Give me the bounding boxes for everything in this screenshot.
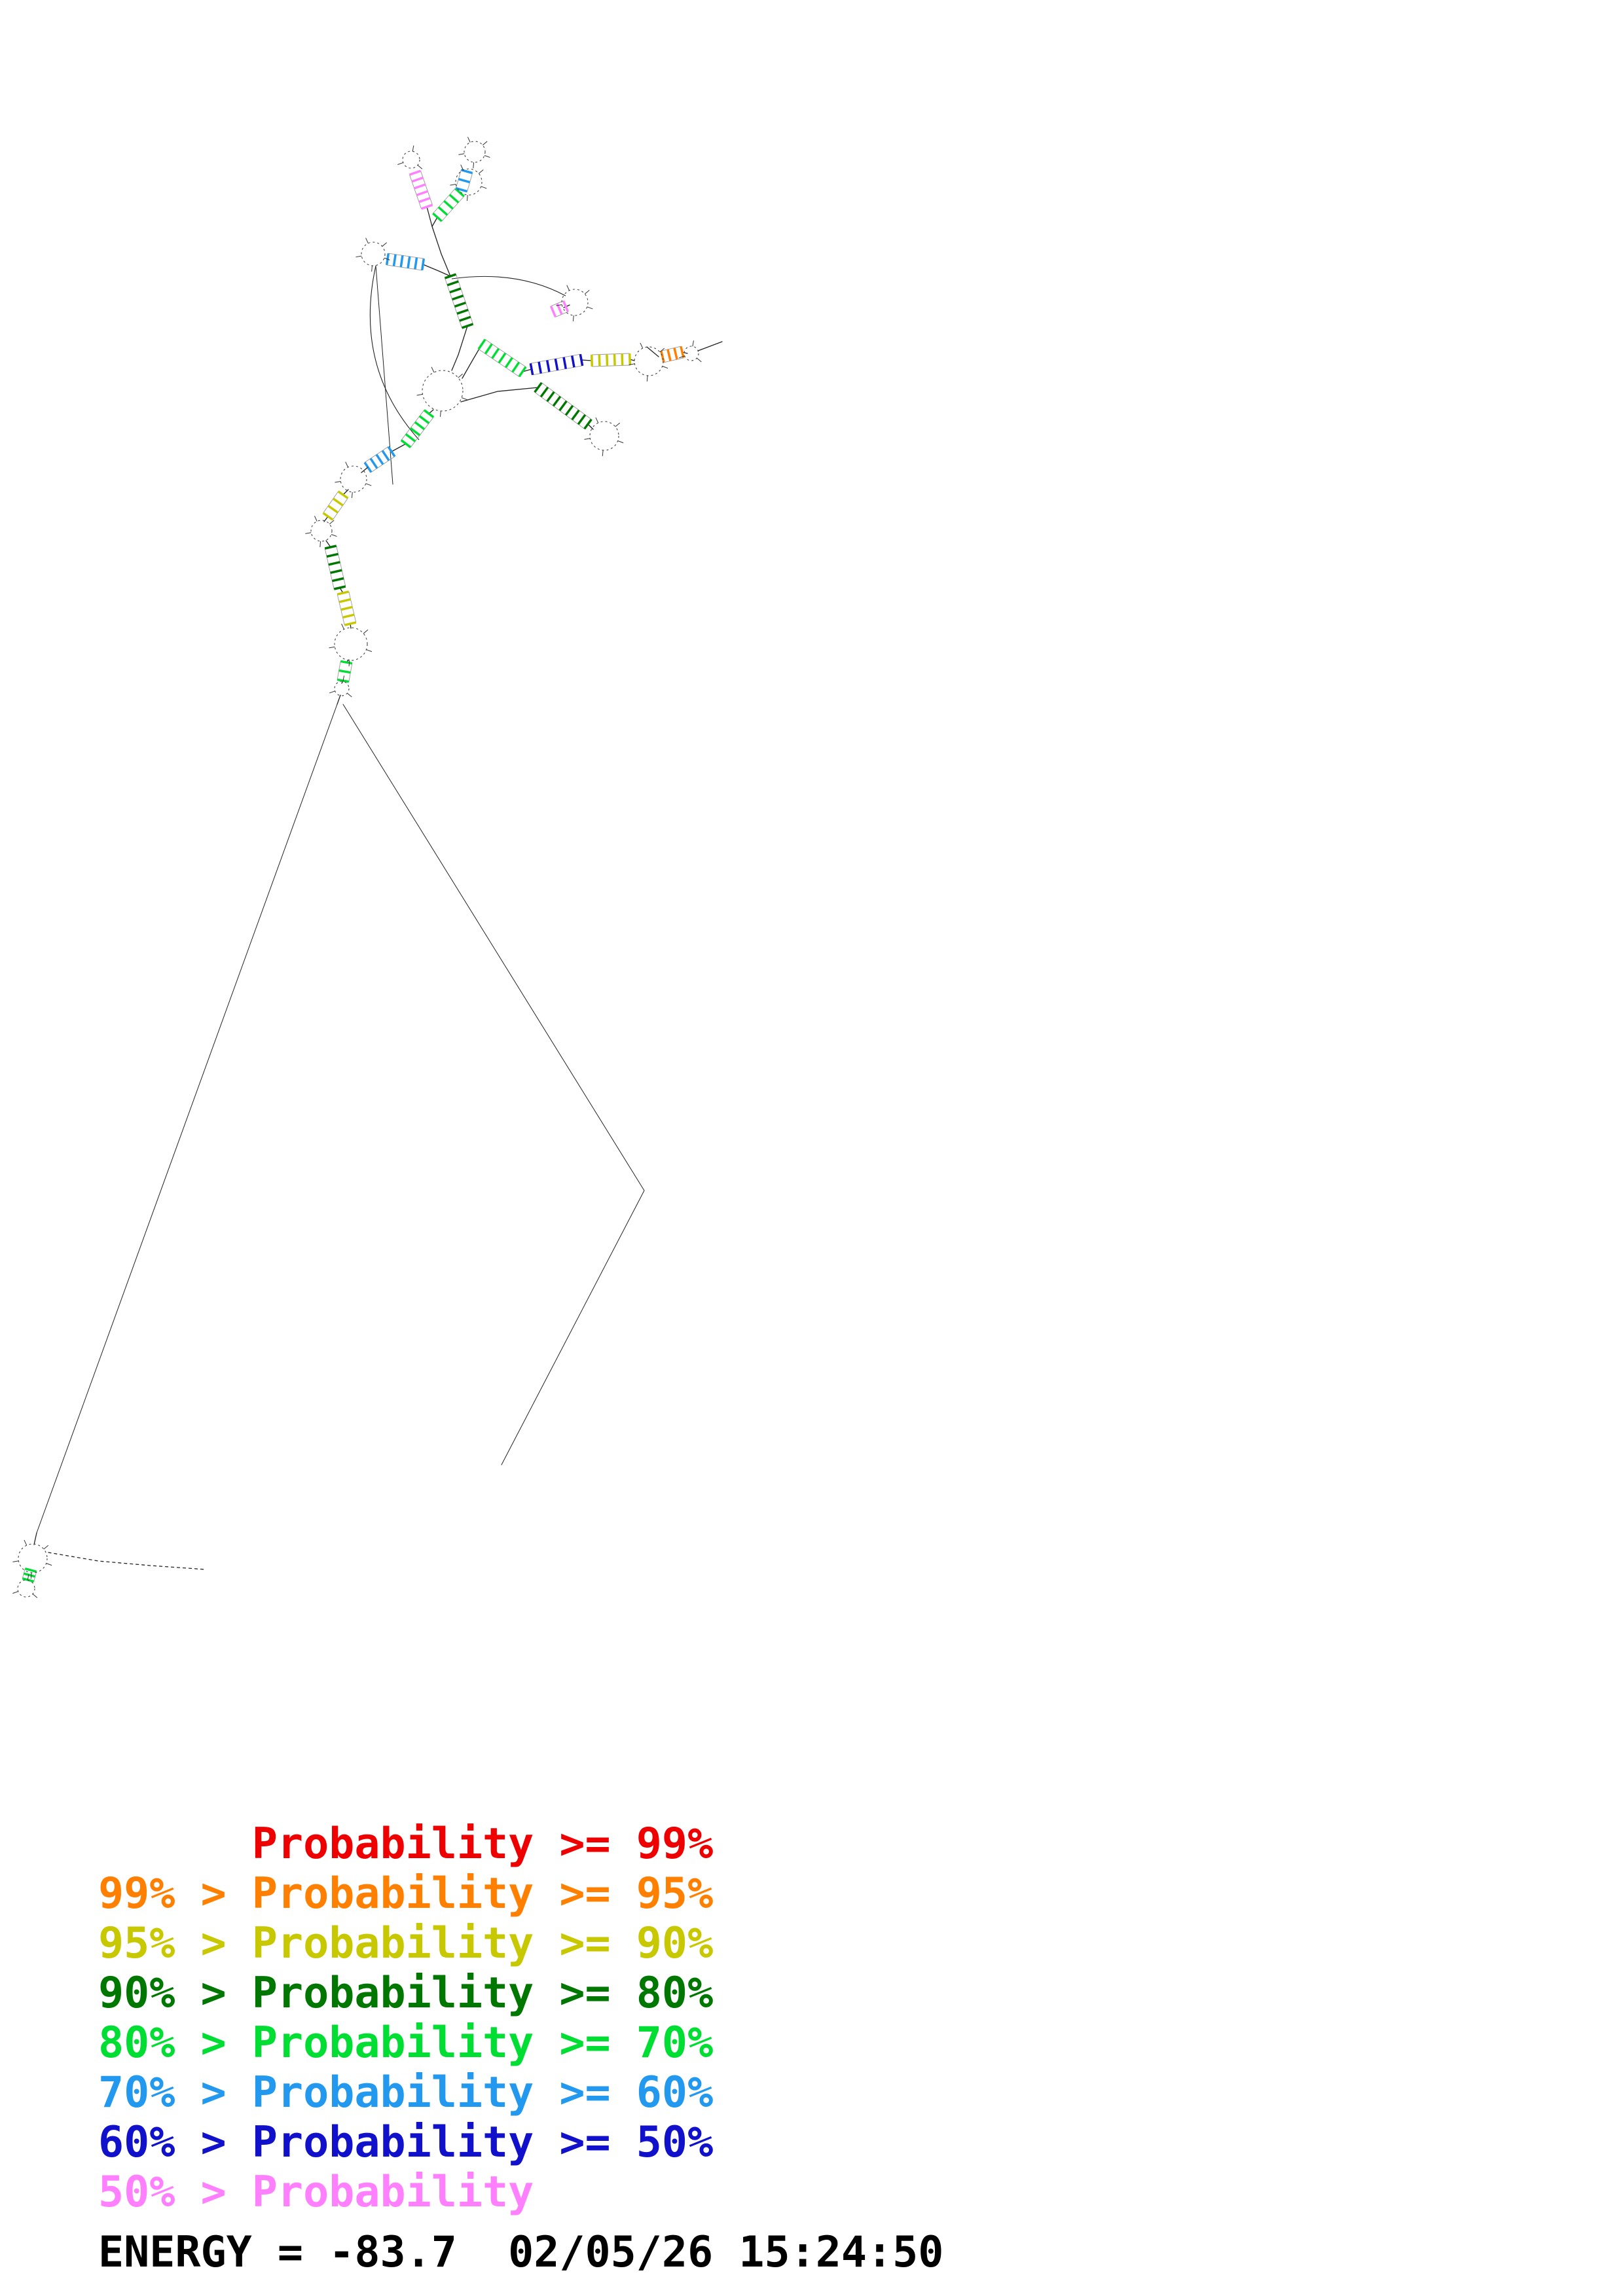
- legend-entry: 70% > Probability >= 60%: [98, 2068, 714, 2117]
- loop-circles: [12, 137, 702, 1598]
- legend-entry: 95% > Probability >= 90%: [98, 1919, 714, 1968]
- energy-line: ENERGY = -83.7 02/05/26 15:24:50: [98, 2228, 944, 2277]
- legend-entry: 50% > Probability: [98, 2168, 534, 2217]
- legend-entry: 60% > Probability >= 50%: [98, 2118, 714, 2167]
- legend-entry: 90% > Probability >= 80%: [98, 1969, 714, 2018]
- legend-entry: 80% > Probability >= 70%: [98, 2018, 714, 2068]
- pairing-arcs: [369, 265, 566, 440]
- strand-lines: [33, 206, 723, 1570]
- helix-ladders: [22, 168, 685, 1583]
- legend-entry: Probability >= 99%: [98, 1820, 714, 1869]
- legend-entry: 99% > Probability >= 95%: [98, 1869, 714, 1918]
- probability-legend: Probability >= 99% 99% > Probability >= 9…: [98, 1820, 713, 2217]
